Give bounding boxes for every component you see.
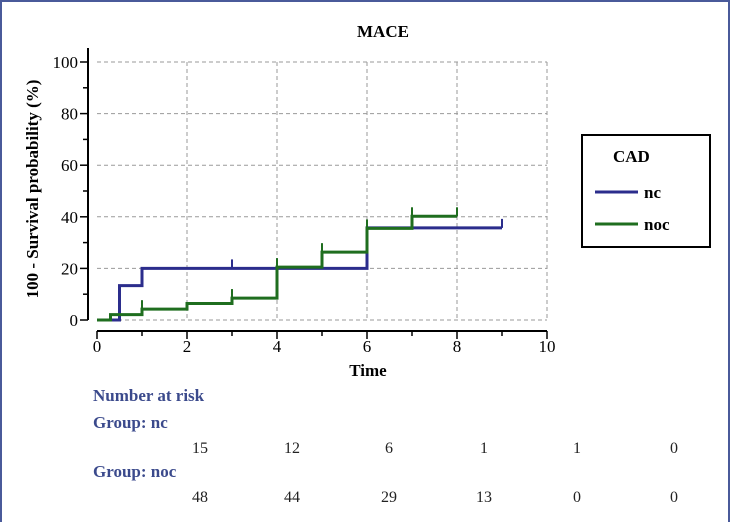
risk-count: 0 xyxy=(573,489,581,506)
risk-group-label-noc: Group: noc xyxy=(93,462,177,481)
risk-count: 29 xyxy=(381,489,397,506)
y-tick-label: 60 xyxy=(61,156,78,175)
legend-title: CAD xyxy=(613,147,650,166)
risk-count: 1 xyxy=(573,440,581,457)
risk-group-label-nc: Group: nc xyxy=(93,413,168,432)
x-tick-label: 6 xyxy=(363,337,372,356)
legend-label-nc: nc xyxy=(644,183,661,202)
x-tick-label: 10 xyxy=(539,337,556,356)
legend: CAD nc noc xyxy=(581,134,711,248)
risk-count: 48 xyxy=(192,489,208,506)
risk-count: 44 xyxy=(284,489,300,506)
legend-label-noc: noc xyxy=(644,215,670,234)
y-tick-label: 40 xyxy=(61,208,78,227)
risk-count: 12 xyxy=(284,440,300,457)
y-axis-label: 100 - Survival probability (%) xyxy=(23,80,42,299)
risk-table-title: Number at risk xyxy=(93,386,205,405)
y-tick-label: 20 xyxy=(61,259,78,278)
axes: 0 20 40 60 80 100 0 2 4 6 8 10 xyxy=(53,48,556,356)
risk-count: 13 xyxy=(476,489,492,506)
x-tick-label: 0 xyxy=(93,337,102,356)
x-tick-label: 2 xyxy=(183,337,192,356)
risk-count: 6 xyxy=(385,440,393,457)
series-lines xyxy=(97,207,503,322)
y-tick-label: 80 xyxy=(61,105,78,124)
risk-count: 0 xyxy=(670,440,678,457)
x-tick-label: 8 xyxy=(453,337,462,356)
chart-title: MACE xyxy=(357,22,409,41)
series-line-nc xyxy=(97,226,502,322)
grid-lines xyxy=(97,61,548,321)
y-tick-label: 100 xyxy=(53,53,79,72)
risk-count: 15 xyxy=(192,440,208,457)
y-tick-label: 0 xyxy=(70,311,79,330)
series-line-noc xyxy=(97,214,457,322)
x-axis-label: Time xyxy=(349,361,387,380)
x-tick-label: 4 xyxy=(273,337,282,356)
risk-count: 0 xyxy=(670,489,678,506)
risk-count: 1 xyxy=(480,440,488,457)
